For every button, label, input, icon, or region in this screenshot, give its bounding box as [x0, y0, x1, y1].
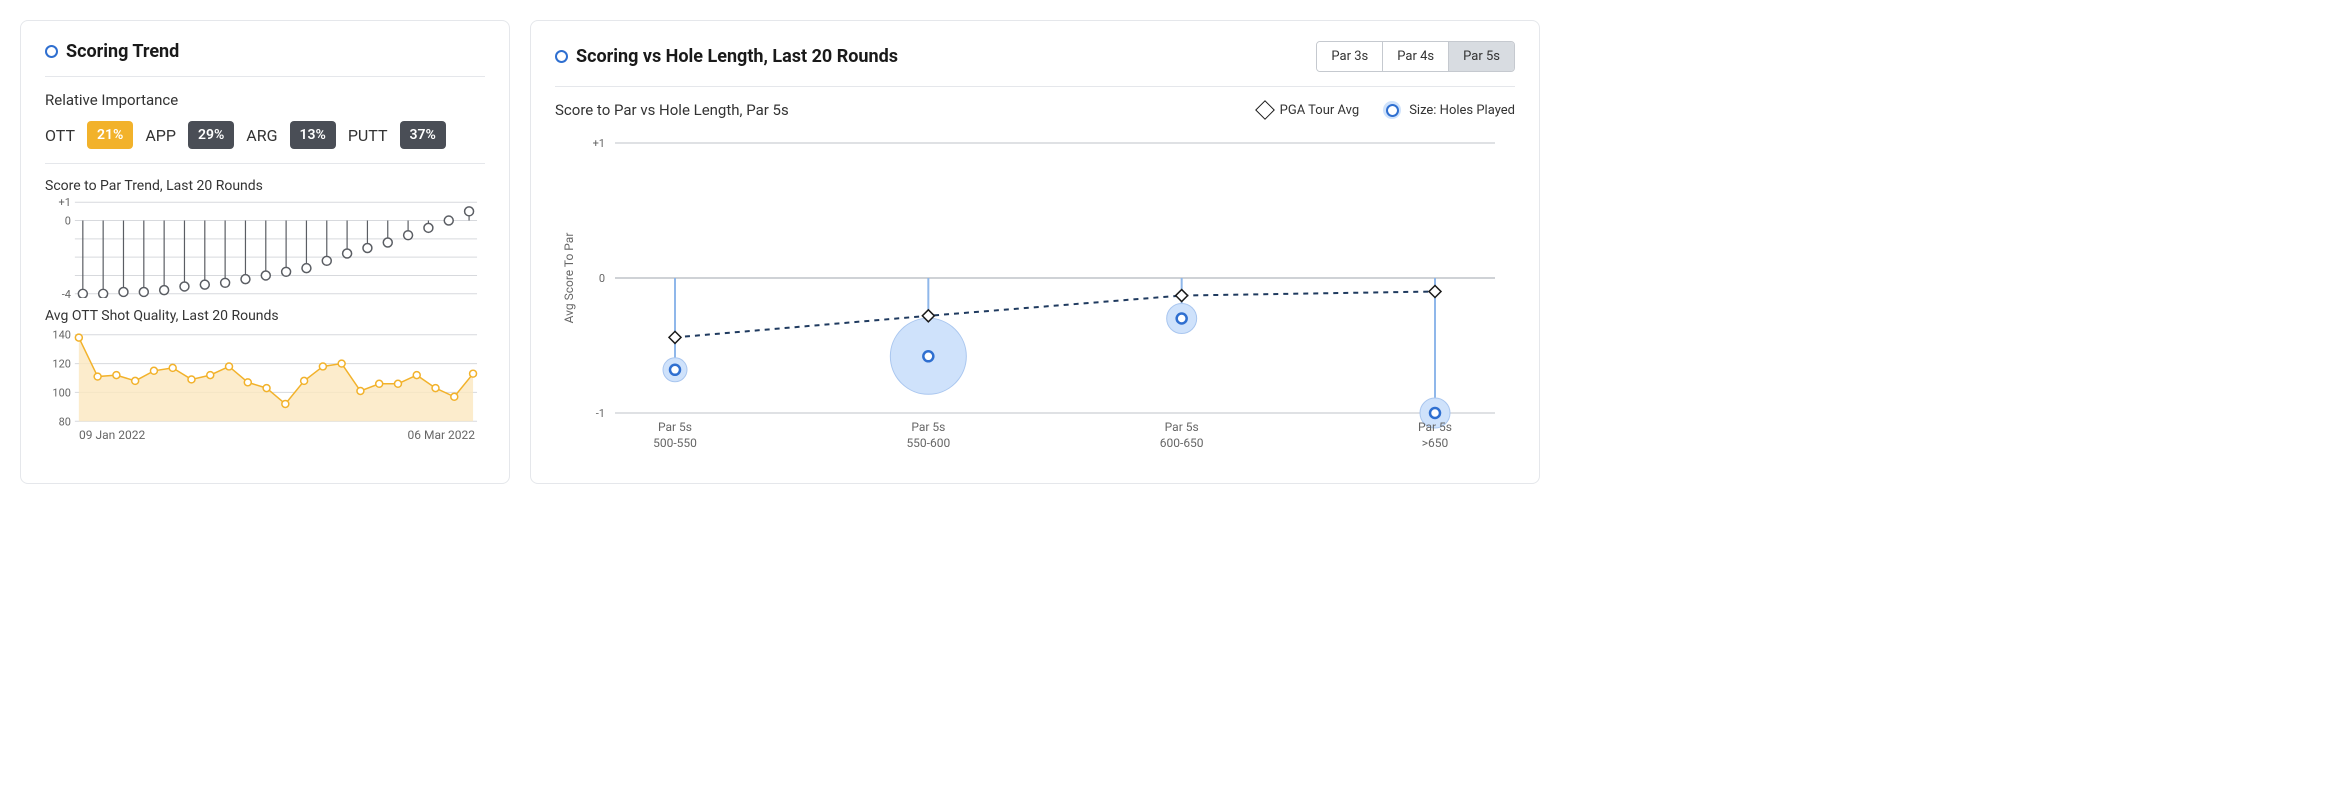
importance-row: OTT 21% APP 29% ARG 13% PUTT 37%	[45, 121, 485, 149]
legend: PGA Tour Avg Size: Holes Played	[1258, 101, 1515, 119]
divider	[45, 76, 485, 77]
date-end: 06 Mar 2022	[408, 428, 476, 442]
importance-label: ARG	[246, 126, 277, 145]
importance-header: Relative Importance	[45, 91, 485, 109]
date-start: 09 Jan 2022	[79, 428, 145, 442]
svg-text:600-650: 600-650	[1160, 436, 1204, 450]
svg-text:>650: >650	[1422, 436, 1449, 450]
score-chart: +1 0 -4	[45, 198, 485, 298]
divider	[45, 163, 485, 164]
importance-value: 37%	[400, 121, 446, 149]
svg-text:120: 120	[52, 358, 70, 371]
divider	[555, 86, 1515, 87]
importance-label: PUTT	[348, 126, 388, 145]
card-title: Scoring Trend	[45, 41, 485, 62]
bubble-icon	[1383, 101, 1401, 119]
svg-text:Par 5s: Par 5s	[911, 420, 945, 434]
card-title: Scoring vs Hole Length, Last 20 Rounds	[555, 46, 898, 67]
importance-value: 13%	[290, 121, 336, 149]
bullet-icon	[45, 45, 58, 58]
svg-text:140: 140	[52, 329, 70, 342]
importance-value: 21%	[87, 121, 133, 149]
score-chart-title: Score to Par Trend, Last 20 Rounds	[45, 178, 485, 194]
svg-text:-1: -1	[596, 407, 605, 420]
ott-chart: 140 120 100 80	[45, 328, 485, 428]
svg-text:+1: +1	[593, 137, 605, 150]
tab-par-3s[interactable]: Par 3s	[1317, 42, 1383, 71]
title-text: Scoring Trend	[66, 41, 179, 62]
svg-text:0: 0	[599, 272, 605, 285]
title-text: Scoring vs Hole Length, Last 20 Rounds	[576, 46, 898, 67]
scoring-trend-card: Scoring Trend Relative Importance OTT 21%…	[20, 20, 510, 484]
diamond-icon	[1255, 100, 1275, 120]
svg-text:0: 0	[65, 215, 71, 228]
tab-par-4s[interactable]: Par 4s	[1383, 42, 1449, 71]
ott-chart-title: Avg OTT Shot Quality, Last 20 Rounds	[45, 308, 485, 324]
hole-length-chart: +1 0 -1 Avg Score To Par Par 5s 500-550 Par 5s…	[555, 123, 1515, 463]
date-range: 09 Jan 2022 06 Mar 2022	[45, 428, 485, 442]
importance-label: APP	[145, 126, 176, 145]
legend-pga-label: PGA Tour Avg	[1280, 103, 1360, 118]
svg-text:+1: +1	[59, 198, 71, 209]
svg-text:-4: -4	[62, 288, 71, 298]
scoring-vs-length-card: Scoring vs Hole Length, Last 20 Rounds P…	[530, 20, 1540, 484]
svg-text:100: 100	[52, 386, 70, 399]
par-tabs: Par 3sPar 4sPar 5s	[1316, 41, 1515, 72]
legend-pga: PGA Tour Avg	[1258, 103, 1360, 118]
chart-subtitle: Score to Par vs Hole Length, Par 5s	[555, 101, 789, 119]
svg-text:550-600: 550-600	[906, 436, 950, 450]
importance-value: 29%	[188, 121, 234, 149]
svg-text:500-550: 500-550	[653, 436, 697, 450]
importance-label: OTT	[45, 126, 75, 145]
svg-text:Avg Score To Par: Avg Score To Par	[562, 233, 576, 324]
svg-text:Par 5s: Par 5s	[1165, 420, 1199, 434]
legend-size-label: Size: Holes Played	[1409, 103, 1515, 118]
svg-text:Par 5s: Par 5s	[658, 420, 692, 434]
svg-text:Par 5s: Par 5s	[1418, 420, 1452, 434]
bullet-icon	[555, 50, 568, 63]
legend-size: Size: Holes Played	[1383, 101, 1515, 119]
svg-text:80: 80	[59, 415, 71, 428]
tab-par-5s[interactable]: Par 5s	[1449, 42, 1514, 71]
